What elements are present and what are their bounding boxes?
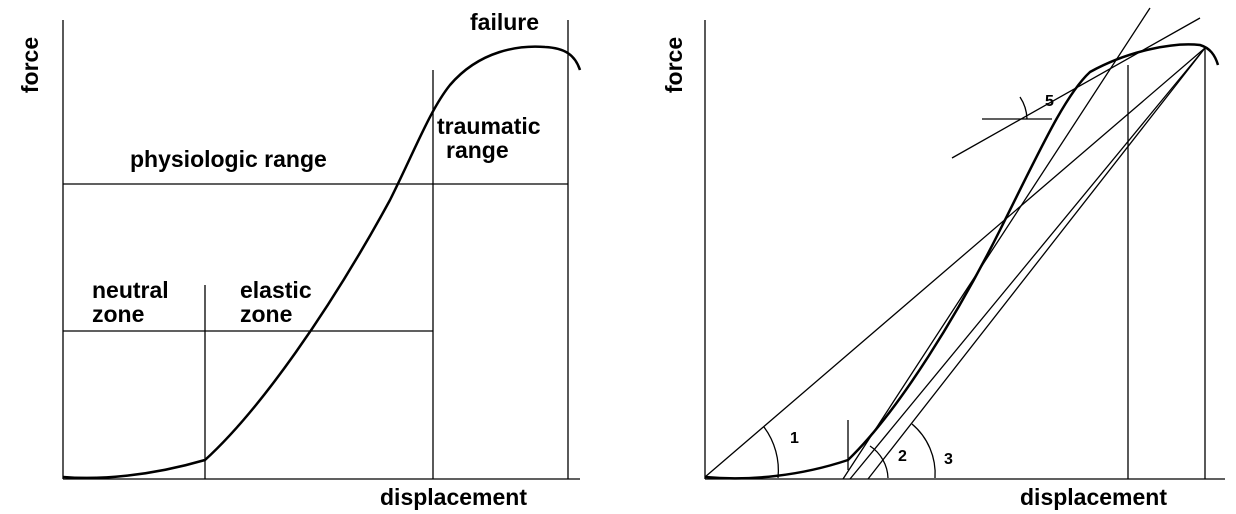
angle-label: 5 (1045, 93, 1054, 110)
label: zone (92, 301, 144, 327)
x-label: displacement (380, 484, 527, 510)
label: zone (240, 301, 292, 327)
label: traumatic (437, 113, 541, 139)
tangent (867, 47, 1206, 480)
label: range (446, 137, 509, 163)
tangent (849, 47, 1206, 480)
label: failure (470, 9, 539, 35)
left-panel: force displacement failure traumatic ran… (17, 9, 582, 510)
x-label: displacement (1020, 484, 1167, 510)
angle-arc (869, 445, 889, 479)
tangent (704, 47, 1206, 478)
label: physiologic range (130, 146, 327, 172)
curve (62, 45, 582, 480)
curve (704, 43, 1220, 480)
angle-arc (763, 426, 780, 479)
angle-label: 3 (944, 451, 953, 468)
right-panel: force displacement 1 2 3 5 (661, 7, 1225, 510)
tangent (842, 7, 1151, 480)
y-label: force (661, 37, 687, 93)
angle-label: 2 (898, 448, 907, 465)
label: elastic (240, 277, 312, 303)
angle-label: 1 (790, 430, 799, 447)
angle-arc (911, 423, 936, 479)
label: neutral (92, 277, 169, 303)
angle-arc (1019, 96, 1028, 120)
y-label: force (17, 37, 43, 93)
